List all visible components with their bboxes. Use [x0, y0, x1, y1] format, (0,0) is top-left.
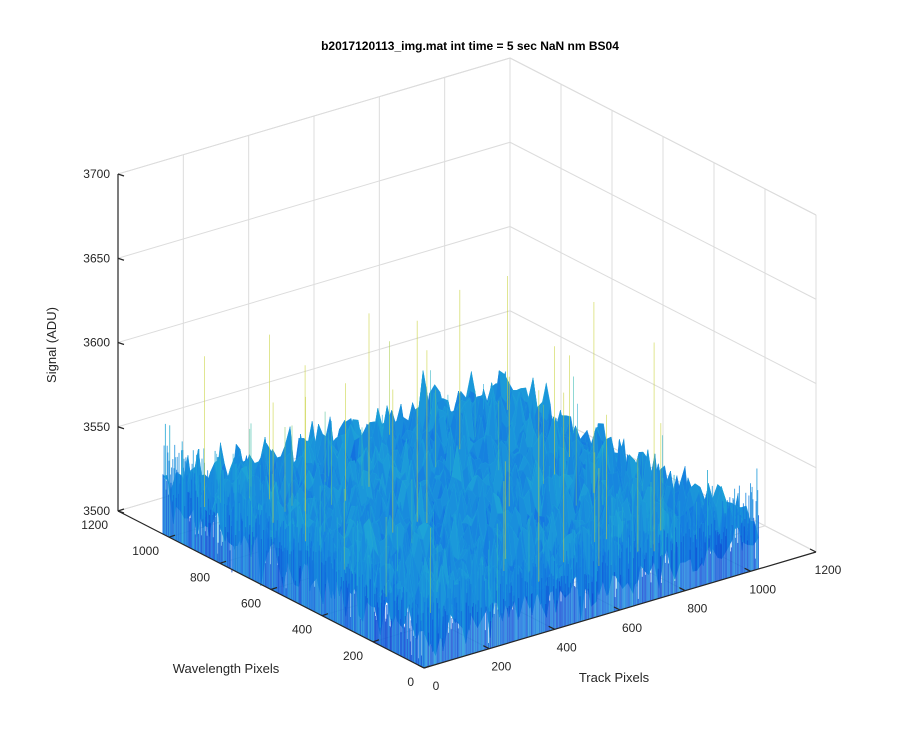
box-edge-line	[509, 57, 817, 216]
wall-grid-line	[117, 226, 511, 343]
chart-title: b2017120113_img.mat int time = 5 sec NaN…	[321, 39, 619, 53]
wall-grid-line	[509, 141, 817, 300]
wall-grid-line	[509, 310, 817, 469]
wall-grid-line	[117, 310, 511, 428]
wall-grid-line	[509, 226, 817, 384]
box-edge-line	[117, 57, 511, 175]
surface-layer	[162, 276, 759, 668]
wall-grid-line	[117, 141, 511, 259]
